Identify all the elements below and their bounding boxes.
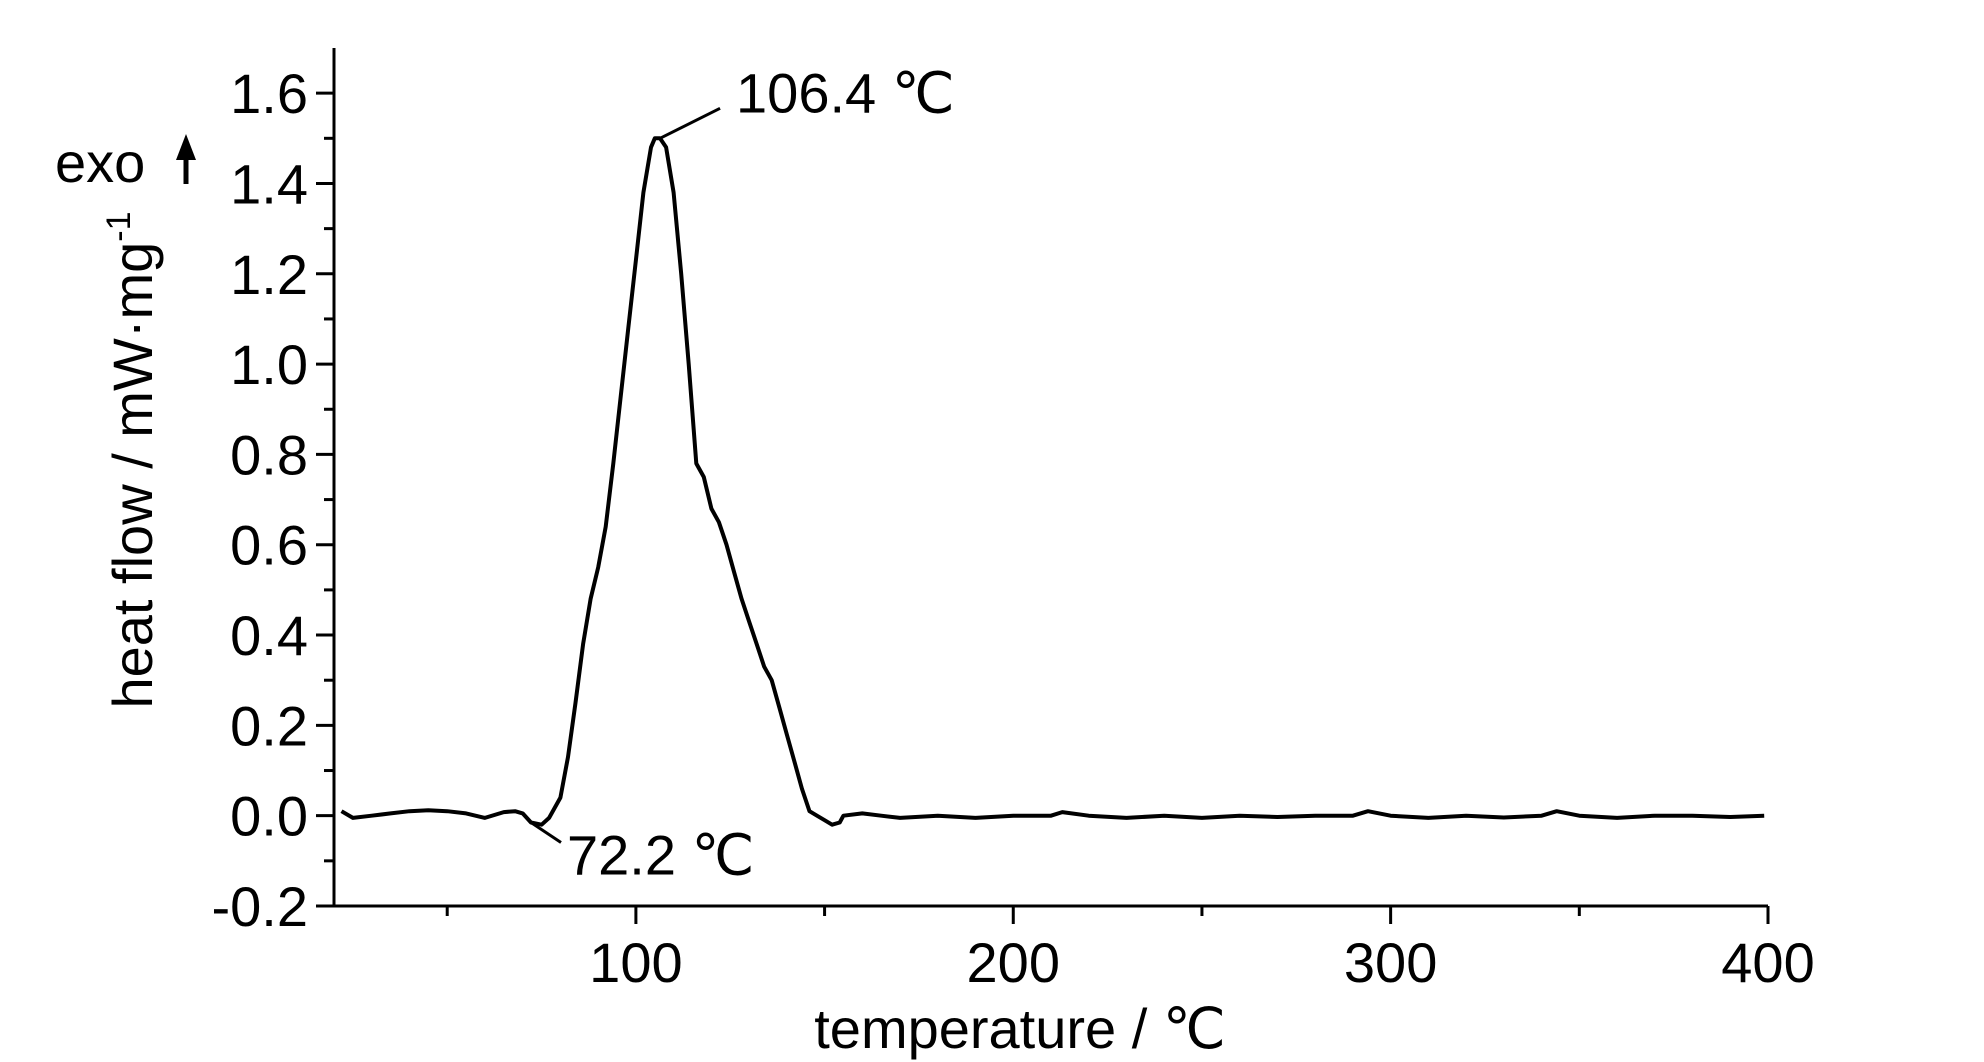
y-tick-label: 1.0 (230, 333, 308, 396)
peak-temperature-annotation: 106.4 ℃ (736, 61, 955, 124)
y-tick-label: 0.8 (230, 423, 308, 486)
y-tick-label: 0.6 (230, 514, 308, 577)
y-tick-label: 1.4 (230, 152, 308, 215)
y-tick-label: 0.2 (230, 694, 308, 757)
annotations: 106.4 ℃ 72.2 ℃ (530, 61, 955, 886)
heat-flow-curve (340, 136, 1765, 827)
y-axis-title: heat flow / mW·mg-1 (100, 212, 164, 709)
exo-arrow-icon (176, 134, 196, 184)
peak-leader-line (659, 106, 721, 140)
exo-label: exo (55, 131, 145, 194)
y-tick-label: 0.4 (230, 604, 308, 667)
axis-labels: temperature / ℃ heat flow / mW·mg-1 exo (55, 131, 1226, 1060)
x-tick-label: 300 (1344, 931, 1437, 994)
y-tick-label: 1.2 (230, 243, 308, 306)
onset-leader-line (530, 821, 562, 844)
y-axis-title-sup: -1 (100, 212, 138, 242)
x-tick-label: 100 (589, 931, 682, 994)
axes: -0.2 0.0 0.2 0.4 0.6 0.8 1.0 1.2 1.4 1.6 100 200 300… (212, 48, 1815, 994)
y-axis-title-main: heat flow / mW·mg (101, 242, 164, 709)
x-axis-title: temperature / ℃ (814, 997, 1226, 1060)
x-tick-label: 200 (967, 931, 1060, 994)
y-tick-label: -0.2 (212, 875, 309, 938)
y-tick-label: 0.0 (230, 785, 308, 848)
plot-area (340, 136, 1765, 827)
onset-temperature-annotation: 72.2 ℃ (567, 823, 754, 886)
x-tick-label: 400 (1721, 931, 1814, 994)
y-tick-label: 1.6 (230, 62, 308, 125)
